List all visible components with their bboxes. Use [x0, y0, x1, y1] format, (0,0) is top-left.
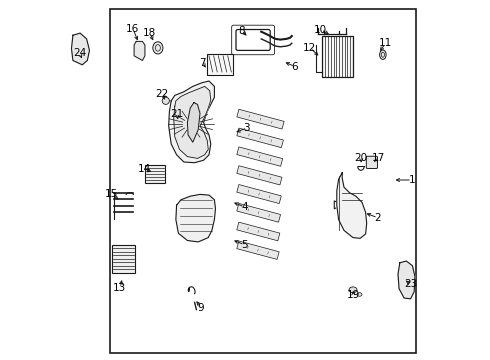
FancyArrowPatch shape: [258, 212, 259, 214]
Polygon shape: [174, 86, 211, 158]
Text: 20: 20: [354, 153, 368, 163]
Polygon shape: [169, 81, 215, 163]
Circle shape: [162, 97, 170, 104]
FancyArrowPatch shape: [268, 252, 269, 254]
Bar: [207, 54, 233, 75]
Text: 6: 6: [292, 62, 298, 72]
Ellipse shape: [349, 287, 357, 293]
Polygon shape: [187, 103, 200, 142]
FancyArrowPatch shape: [248, 153, 249, 155]
Text: 16: 16: [126, 24, 139, 34]
Bar: [237, 241, 279, 260]
FancyArrowPatch shape: [259, 156, 260, 158]
Bar: [237, 166, 282, 185]
Text: 1: 1: [408, 175, 415, 185]
Bar: [237, 147, 283, 166]
Bar: [110, 9, 416, 353]
Bar: [112, 245, 135, 273]
FancyArrowPatch shape: [260, 118, 261, 120]
Bar: [237, 185, 281, 203]
FancyArrowPatch shape: [248, 171, 249, 174]
FancyArrowPatch shape: [259, 174, 260, 176]
Text: 8: 8: [238, 26, 245, 36]
Text: 9: 9: [198, 303, 204, 313]
FancyArrowPatch shape: [270, 158, 271, 161]
Text: 13: 13: [113, 283, 126, 293]
Text: 12: 12: [303, 43, 317, 53]
Text: 17: 17: [371, 153, 385, 163]
FancyArrowPatch shape: [271, 121, 272, 123]
Text: 24: 24: [73, 48, 86, 58]
Bar: [145, 165, 165, 183]
Polygon shape: [337, 173, 367, 238]
Bar: [237, 109, 284, 129]
Polygon shape: [398, 261, 415, 299]
FancyArrowPatch shape: [247, 246, 248, 249]
Bar: [237, 222, 280, 241]
FancyArrowPatch shape: [268, 233, 269, 235]
Text: 7: 7: [199, 58, 206, 68]
Text: 15: 15: [105, 189, 119, 199]
FancyBboxPatch shape: [367, 156, 377, 168]
Text: 4: 4: [241, 202, 247, 212]
FancyArrowPatch shape: [248, 190, 249, 192]
Ellipse shape: [380, 50, 386, 59]
Text: 11: 11: [379, 38, 392, 48]
Text: 18: 18: [143, 28, 156, 38]
Polygon shape: [134, 41, 145, 60]
Bar: [322, 36, 353, 77]
Text: 5: 5: [241, 240, 247, 250]
Bar: [237, 203, 281, 222]
Text: 3: 3: [244, 123, 250, 133]
Text: 23: 23: [404, 279, 417, 289]
Text: 19: 19: [346, 290, 360, 300]
Text: 14: 14: [138, 164, 151, 174]
Ellipse shape: [357, 293, 362, 296]
Polygon shape: [176, 194, 216, 242]
FancyArrowPatch shape: [258, 230, 259, 233]
Text: 22: 22: [156, 89, 169, 99]
Polygon shape: [72, 33, 90, 65]
Text: 21: 21: [170, 109, 183, 120]
Bar: [237, 128, 283, 148]
Text: 10: 10: [314, 24, 327, 35]
Ellipse shape: [153, 42, 163, 54]
Text: 2: 2: [374, 213, 381, 223]
FancyArrowPatch shape: [269, 215, 270, 217]
